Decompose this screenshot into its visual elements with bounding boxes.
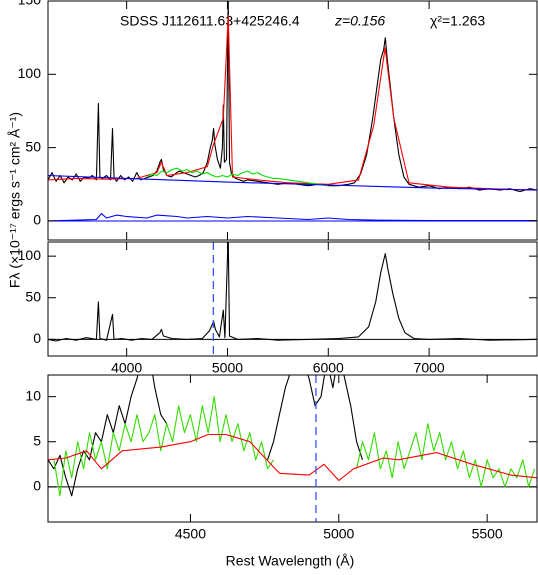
- spectrum-line: [53, 396, 536, 497]
- y-tick-label: 10: [25, 387, 41, 403]
- y-tick-label: 0: [33, 330, 41, 346]
- x-tick-label: 5000: [212, 360, 243, 376]
- axes-frame: [47, 0, 538, 241]
- chart-title: SDSS J112611.63+425246.4: [120, 13, 300, 29]
- x-tick-label: 5500: [472, 526, 503, 542]
- x-tick-label: 7000: [414, 360, 445, 376]
- spectrum-line: [48, 213, 537, 222]
- axes-frame: [47, 241, 538, 357]
- spectrum-line: [146, 167, 329, 187]
- x-tick-label: 4500: [175, 526, 206, 542]
- y-tick-label: 50: [25, 288, 41, 304]
- y-tick-label: 100: [18, 247, 42, 263]
- plot-area: [48, 1, 537, 222]
- spectrum-line: [48, 242, 537, 342]
- y-tick-label: 150: [18, 0, 42, 8]
- axes-frame: [47, 374, 538, 523]
- x-tick-label: 4000: [111, 360, 142, 376]
- x-axis-label: Rest Wavelength (Å): [226, 553, 355, 569]
- plot-area: [48, 242, 537, 356]
- plot-area: [48, 375, 537, 522]
- chi2-annotation: χ²=1.263: [430, 13, 485, 29]
- y-tick-label: 100: [18, 65, 42, 81]
- spectrum-line: [48, 433, 537, 482]
- spectrum-line: [48, 375, 364, 497]
- y-axis-label: Fλ (×10⁻¹⁷ ergs s⁻¹ cm² Å⁻¹): [7, 112, 23, 288]
- y-tick-label: 50: [25, 138, 41, 154]
- spectrum-line: [48, 174, 537, 191]
- x-tick-label: 5000: [323, 526, 354, 542]
- x-tick-label: 6000: [313, 360, 344, 376]
- redshift-annotation: z=0.156: [334, 13, 385, 29]
- y-tick-label: 0: [33, 478, 41, 494]
- spectrum-line: [48, 15, 537, 191]
- spectrum-line: [48, 1, 537, 193]
- y-tick-label: 5: [33, 432, 41, 448]
- y-tick-label: 0: [33, 212, 41, 228]
